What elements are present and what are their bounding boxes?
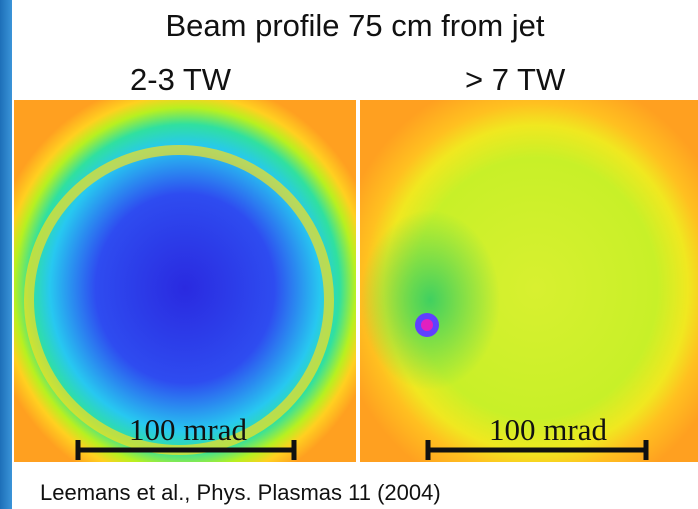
beam-image-left: 100 mrad <box>14 100 356 462</box>
panel-label: > 7 TW <box>465 62 566 97</box>
scale-label: 100 mrad <box>489 412 607 447</box>
title: Beam profile 75 cm from jet <box>165 8 545 43</box>
caption: Leemans et al., Phys. Plasmas 11 (2004) <box>40 480 441 505</box>
scale-label: 100 mrad <box>129 412 247 447</box>
panel-label: 2-3 TW <box>130 62 232 97</box>
beam-image-right: 100 mrad <box>360 100 698 462</box>
side-strip <box>0 0 12 509</box>
